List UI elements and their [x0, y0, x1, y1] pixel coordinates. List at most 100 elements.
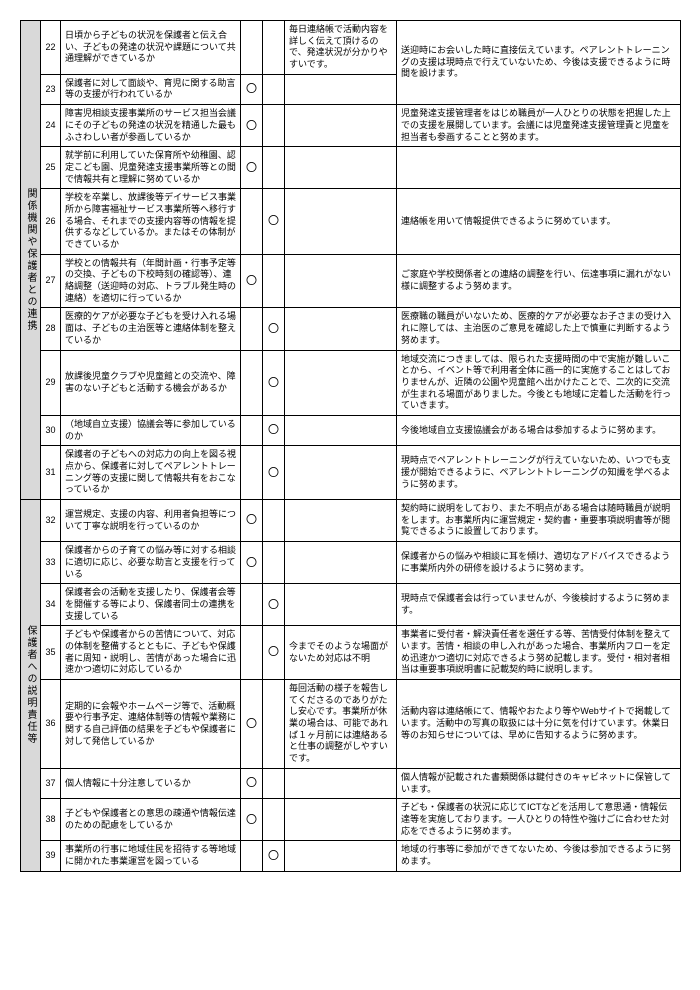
right-comment: 現時点で保護者会は行っていませんが、今後検討するように努めます。	[397, 584, 681, 626]
question-cell: 子どもや保護者との意思の疎通や情報伝達のための配慮をしているか	[61, 799, 241, 841]
mid-comment	[285, 841, 397, 871]
right-comment: 活動内容は連絡帳にて、情報やおたより等やWebサイトで掲載しています。活動中の写…	[397, 680, 681, 769]
right-comment: 保護者からの悩みや相談に耳を傾け、適切なアドバイスできるように事業所内外の研修を…	[397, 542, 681, 584]
question-cell: 保護者会の活動を支援したり、保護者会等を開催する等により、保護者同士の連携を支援…	[61, 584, 241, 626]
check-col-2: 〇	[263, 446, 285, 500]
check-col-2: 〇	[263, 189, 285, 254]
check-col-1	[241, 626, 263, 680]
row-num: 27	[41, 254, 61, 308]
right-comment: 地域交流につきましては、限られた支援時間の中で実施が難しいことから、イベント等で…	[397, 350, 681, 415]
mid-comment	[285, 350, 397, 415]
check-col-2	[263, 105, 285, 147]
question-cell: 保護者の子どもへの対応力の向上を図る視点から、保護者に対してペアレントトレーニン…	[61, 446, 241, 500]
row-num: 38	[41, 799, 61, 841]
check-col-1	[241, 189, 263, 254]
mid-comment	[285, 415, 397, 445]
section-label-2: 保護者への説明責任等	[21, 500, 41, 872]
check-col-1	[241, 446, 263, 500]
row-num: 25	[41, 147, 61, 189]
check-col-1	[241, 21, 263, 75]
row-num: 23	[41, 74, 61, 104]
question-cell: 障害児相談支援事業所のサービス担当会議にその子どもの発達の状況を精通した最もふさ…	[61, 105, 241, 147]
check-col-1: 〇	[241, 542, 263, 584]
question-cell: 運営規定、支援の内容、利用者負担等について丁寧な説明を行っているのか	[61, 500, 241, 542]
row-num: 30	[41, 415, 61, 445]
question-cell: 個人情報に十分注意しているか	[61, 768, 241, 798]
check-col-2: 〇	[263, 308, 285, 350]
check-col-1	[241, 350, 263, 415]
check-col-2	[263, 254, 285, 308]
check-col-2	[263, 542, 285, 584]
right-comment: 現時点でペアレントトレーニングが行えていないため、いつでも支援が開始できるように…	[397, 446, 681, 500]
check-col-2: 〇	[263, 350, 285, 415]
mid-comment: 今までそのような場面がないため対応は不明	[285, 626, 397, 680]
question-cell: 医療的ケアが必要な子どもを受け入れる場面は、子どもの主治医等と連絡体制を整えてい…	[61, 308, 241, 350]
mid-comment	[285, 147, 397, 189]
right-comment: 医療職の職員がいないため、医療的ケアが必要なお子さまの受け入れに際しては、主治医…	[397, 308, 681, 350]
evaluation-table: 関係機関や保護者との連携 22 日頃から子どもの状況を保護者と伝え合い、子どもの…	[20, 20, 681, 872]
mid-comment	[285, 799, 397, 841]
question-cell: 放課後児童クラブや児童館との交流や、障害のない子どもと活動する機会があるか	[61, 350, 241, 415]
right-comment: 連絡帳を用いて情報提供できるように努めています。	[397, 189, 681, 254]
right-comment: 今後地域自立支援協議会がある場合は参加するように努めます。	[397, 415, 681, 445]
check-col-2	[263, 500, 285, 542]
check-col-1: 〇	[241, 680, 263, 769]
check-col-2	[263, 680, 285, 769]
question-cell: 定期的に会報やホームページ等で、活動概要や行事予定、連絡体制等の情報や業務に関す…	[61, 680, 241, 769]
mid-comment	[285, 542, 397, 584]
row-num: 32	[41, 500, 61, 542]
mid-comment	[285, 768, 397, 798]
check-col-1	[241, 584, 263, 626]
row-num: 24	[41, 105, 61, 147]
row-num: 29	[41, 350, 61, 415]
right-comment: 事業者に受付者・解決責任者を選任する等、苦情受付体制を整えています。苦情・相談の…	[397, 626, 681, 680]
check-col-2: 〇	[263, 841, 285, 871]
row-num: 37	[41, 768, 61, 798]
mid-comment: 毎回活動の様子を報告してくださるのでありがたし安心です。事業所が休業の場合は、可…	[285, 680, 397, 769]
check-col-2	[263, 21, 285, 75]
question-cell: 保護者からの子育ての悩み等に対する相談に適切に応じ、必要な助言と支援を行っている	[61, 542, 241, 584]
check-col-2: 〇	[263, 584, 285, 626]
check-col-2: 〇	[263, 626, 285, 680]
right-comment: 子ども・保護者の状況に応じてICTなどを活用して意思通・情報伝達等を実施しており…	[397, 799, 681, 841]
row-num: 35	[41, 626, 61, 680]
question-cell: 学校との情報共有（年間計画・行事予定等の交換、子どもの下校時刻の確認等）、連絡調…	[61, 254, 241, 308]
question-cell: 日頃から子どもの状況を保護者と伝え合い、子どもの発達の状況や課題について共通理解…	[61, 21, 241, 75]
row-num: 34	[41, 584, 61, 626]
question-cell: 事業所の行事に地域住民を招待する等地域に開かれた事業運営を図っている	[61, 841, 241, 871]
mid-comment: 毎日連絡帳で活動内容を詳しく伝えて頂けるので、発達状況が分かりやすいです。	[285, 21, 397, 75]
check-col-1: 〇	[241, 74, 263, 104]
right-comment: ご家庭や学校関係者との連絡の調整を行い、伝達事項に漏れがない様に調整するよう努め…	[397, 254, 681, 308]
section-label-1: 関係機関や保護者との連携	[21, 21, 41, 500]
row-num: 33	[41, 542, 61, 584]
check-col-1: 〇	[241, 768, 263, 798]
check-col-2: 〇	[263, 415, 285, 445]
question-cell: 学校を卒業し、放課後等デイサービス事業所から障害福祉サービス事業所等へ移行する場…	[61, 189, 241, 254]
check-col-1: 〇	[241, 799, 263, 841]
check-col-1: 〇	[241, 500, 263, 542]
row-num: 36	[41, 680, 61, 769]
check-col-2	[263, 799, 285, 841]
question-cell: （地域自立支援）協議会等に参加しているのか	[61, 415, 241, 445]
row-num: 28	[41, 308, 61, 350]
right-comment: 地域の行事等に参加ができてないため、今後は参加できるように努めます。	[397, 841, 681, 871]
check-col-1: 〇	[241, 254, 263, 308]
mid-comment	[285, 74, 397, 104]
right-comment: 契約時に説明をしており、また不明点がある場合は随時職員が説明をします。お事業所内…	[397, 500, 681, 542]
right-comment: 個人情報が記載された書類関係は鍵付きのキャビネットに保管しています。	[397, 768, 681, 798]
mid-comment	[285, 584, 397, 626]
question-cell: 子どもや保護者からの苦情について、対応の体制を整備するとともに、子どもや保護者に…	[61, 626, 241, 680]
right-comment	[397, 147, 681, 189]
mid-comment	[285, 500, 397, 542]
mid-comment	[285, 254, 397, 308]
right-comment: 送迎時にお会いした時に直接伝えています。ペアレントトレーニングの支援は現時点で行…	[397, 21, 681, 105]
row-num: 22	[41, 21, 61, 75]
mid-comment	[285, 189, 397, 254]
check-col-1: 〇	[241, 105, 263, 147]
check-col-1	[241, 308, 263, 350]
row-num: 39	[41, 841, 61, 871]
row-num: 26	[41, 189, 61, 254]
question-cell: 保護者に対して面談や、育児に関する助言等の支援が行われているか	[61, 74, 241, 104]
mid-comment	[285, 308, 397, 350]
check-col-2	[263, 147, 285, 189]
